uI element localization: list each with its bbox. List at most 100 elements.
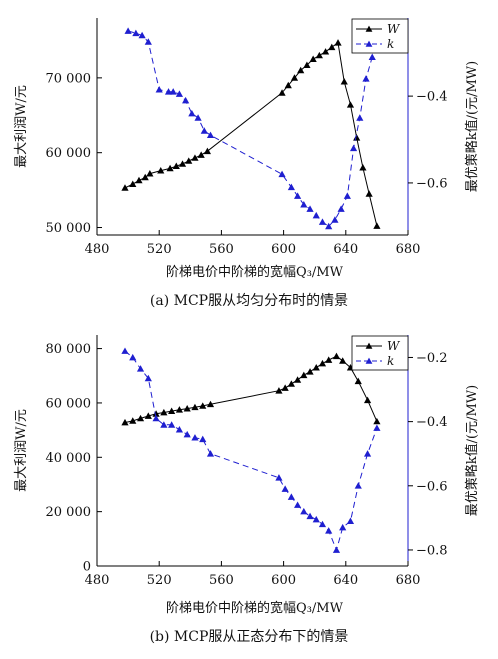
data-point-k xyxy=(168,421,176,428)
data-point-w xyxy=(334,39,342,46)
x-tick-label: 600 xyxy=(271,242,296,257)
data-point-k xyxy=(144,38,152,45)
data-point-k xyxy=(138,31,146,39)
data-point-w xyxy=(339,357,347,364)
data-point-k xyxy=(124,27,132,34)
data-point-k xyxy=(144,374,152,382)
data-point-w xyxy=(178,160,187,167)
data-point-k xyxy=(164,88,173,95)
chart-panel-a: 480 520 560 600 640 680 50 000 60 000 70 000 −0.4… xyxy=(14,18,480,309)
x-tick-label: 680 xyxy=(396,242,421,257)
data-point-k xyxy=(337,205,345,212)
data-point-k xyxy=(306,512,314,520)
chart-caption: (a) MCP服从均匀分布时的情景 xyxy=(150,293,348,309)
data-point-k xyxy=(182,96,190,104)
y-right-axis-label: 最优策略k值/(元/MW) xyxy=(464,61,480,192)
data-point-k xyxy=(188,109,196,117)
data-point-w xyxy=(300,371,308,379)
data-point-w xyxy=(141,173,149,181)
data-point-w xyxy=(287,380,295,387)
data-point-w xyxy=(275,387,283,394)
data-point-k xyxy=(362,75,370,82)
data-point-w xyxy=(281,384,289,391)
x-tick-label: 560 xyxy=(209,242,234,257)
data-point-k xyxy=(325,222,333,230)
data-point-k xyxy=(349,144,358,152)
legend-marker-w xyxy=(365,342,373,349)
data-point-k xyxy=(356,114,364,121)
data-point-k xyxy=(169,88,177,95)
y-right-axis-label: 最优策略k值/(元/MW) xyxy=(464,385,480,516)
data-point-w xyxy=(199,402,207,409)
data-point-w xyxy=(203,147,212,155)
data-point-w xyxy=(297,66,305,74)
data-point-w xyxy=(206,400,215,408)
data-point-w xyxy=(191,154,199,161)
data-point-w xyxy=(185,157,193,164)
y-left-tick-label: 40 000 xyxy=(46,451,92,466)
data-point-w xyxy=(136,414,145,422)
data-point-k xyxy=(325,527,333,534)
y-left-tick-label: 60 000 xyxy=(46,396,92,411)
legend-box xyxy=(351,18,409,54)
data-point-w xyxy=(135,176,143,184)
data-point-w xyxy=(354,377,362,385)
data-point-k xyxy=(300,201,308,208)
data-point-k xyxy=(152,414,160,422)
data-point-k xyxy=(121,347,129,354)
data-point-k xyxy=(343,192,351,199)
data-point-w xyxy=(293,376,302,383)
data-point-w xyxy=(146,170,154,177)
y-left-tick-label: 20 000 xyxy=(46,505,92,520)
data-point-w xyxy=(346,101,355,108)
x-tick-label: 520 xyxy=(147,242,172,257)
legend-marker-k xyxy=(365,357,373,364)
data-point-k xyxy=(339,523,347,531)
y-left-tick-label: 0 xyxy=(83,560,91,575)
data-point-k xyxy=(293,192,302,199)
data-point-w xyxy=(306,368,314,375)
data-point-w xyxy=(318,359,327,367)
data-point-w xyxy=(278,89,286,96)
data-point-w xyxy=(172,162,180,170)
data-point-k xyxy=(373,424,381,431)
data-point-k xyxy=(287,183,295,191)
data-point-k xyxy=(300,507,308,515)
data-point-k xyxy=(354,482,362,489)
x-tick-label: 680 xyxy=(396,573,421,588)
data-point-k xyxy=(312,515,320,523)
legend-marker-k xyxy=(365,40,373,47)
data-point-w xyxy=(363,396,372,404)
x-tick-label: 520 xyxy=(147,573,172,588)
data-point-w xyxy=(312,364,320,371)
y-left-tick-label: 60 000 xyxy=(46,146,92,161)
data-point-w xyxy=(328,43,336,51)
legend-label-k: k xyxy=(387,354,394,368)
legend-box xyxy=(351,335,409,371)
y-right-tick-label: −0.2 xyxy=(416,351,448,366)
legend-label-w: W xyxy=(387,22,401,36)
data-point-k xyxy=(194,114,202,121)
y-right-tick-label: −0.8 xyxy=(416,543,448,558)
data-point-w xyxy=(315,51,323,59)
data-point-k xyxy=(206,131,215,139)
data-point-k xyxy=(318,218,327,225)
data-point-k xyxy=(129,353,137,361)
data-point-w xyxy=(157,167,165,174)
x-axis-label: 阶梯电价中阶梯的宽幅Q₃/MW xyxy=(166,264,344,280)
data-point-k xyxy=(281,485,289,492)
x-tick-label: 640 xyxy=(333,242,358,257)
data-point-k xyxy=(132,29,140,37)
legend-marker-w xyxy=(365,25,373,32)
x-axis-label: 阶梯电价中阶梯的宽幅Q₃/MW xyxy=(166,600,344,616)
chart-panel-b: 480 520 560 600 640 680 0 20 000 40 000 60 000 80 … xyxy=(14,335,480,645)
data-point-k xyxy=(275,474,283,481)
data-point-w xyxy=(191,403,199,411)
data-point-w xyxy=(152,410,160,417)
data-point-k xyxy=(206,450,215,457)
data-point-w xyxy=(168,407,176,414)
data-point-w xyxy=(365,190,373,197)
data-point-k xyxy=(306,205,314,212)
chart-caption: (b) MCP服从正态分布下的情景 xyxy=(150,629,349,645)
